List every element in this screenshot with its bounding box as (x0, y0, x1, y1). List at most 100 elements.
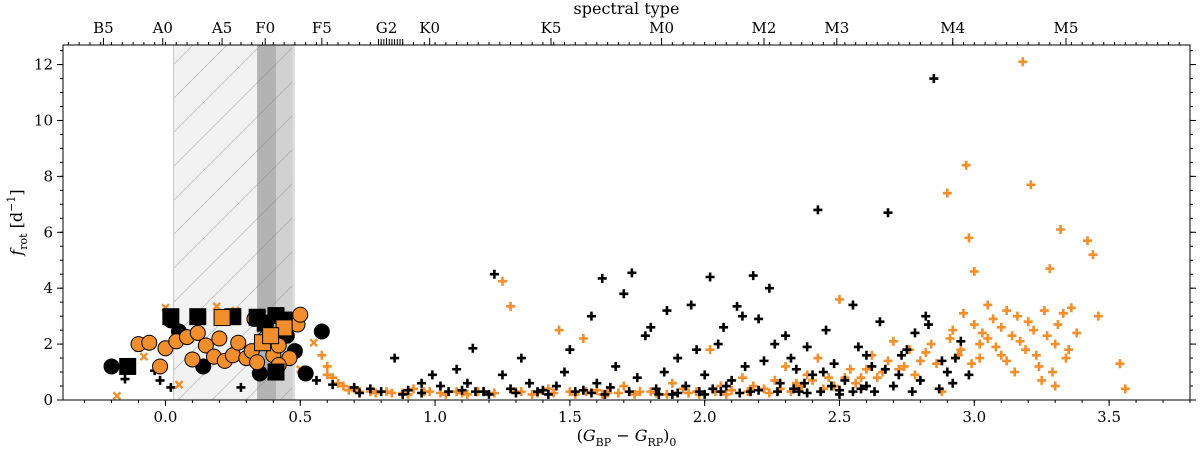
x-tick-label: 0.0 (154, 408, 178, 426)
black-plus-point (479, 387, 489, 397)
black-plus-point (708, 384, 718, 394)
black-plus-point (713, 339, 723, 349)
black-plus-point (403, 385, 413, 395)
orange-plus-point (1021, 345, 1031, 355)
orange-circles-point (141, 334, 158, 351)
black-plus-point (651, 384, 661, 394)
orange-plus-point (630, 389, 640, 399)
black-circles-point (297, 365, 314, 382)
black-plus-point (398, 389, 408, 399)
black-plus-point (120, 374, 130, 384)
orange-circles-point (189, 324, 206, 341)
black-plus-point (236, 382, 246, 392)
spectral-type-label: M2 (752, 19, 777, 37)
orange-plus-point (549, 388, 559, 398)
black-plus-point (802, 388, 812, 398)
y-tick-label: 4 (43, 279, 53, 297)
orange-plus-point (1010, 367, 1020, 377)
black-plus-point (950, 353, 960, 363)
orange-plus-point (497, 276, 507, 286)
orange-plus-point (1072, 328, 1082, 338)
orange-plus-point (527, 389, 537, 399)
black-plus-point (457, 385, 467, 395)
orange-plus-point (1050, 381, 1060, 391)
orange-squares-point (213, 309, 231, 327)
black-plus-point (880, 364, 890, 374)
orange-plus-point (791, 378, 801, 388)
black-plus-point (789, 384, 799, 394)
orange-plus-point (975, 339, 985, 349)
black-plus-point (355, 388, 365, 398)
black-plus-point (942, 367, 952, 377)
orange-plus-point (956, 345, 966, 355)
black-plus-point (611, 361, 621, 371)
orange-plus-point (996, 322, 1006, 332)
black-plus-point (166, 382, 176, 392)
black-plus-point (719, 322, 729, 332)
black-plus-point (592, 378, 602, 388)
orange-plus-point (737, 373, 747, 383)
orange-plus-point (489, 388, 499, 398)
black-plus-point (956, 336, 966, 346)
black-plus-point (417, 378, 427, 388)
black-plus-point (462, 378, 472, 388)
black-plus-point (692, 345, 702, 355)
black-plus-point (559, 367, 569, 377)
black-plus-point (605, 382, 615, 392)
black-plus-point (754, 385, 764, 395)
spectral-type-label: A0 (152, 19, 173, 37)
orange-plus-point (856, 373, 866, 383)
orange-plus-point (983, 334, 993, 344)
black-plus-point (452, 364, 462, 374)
black-plus-point (737, 311, 747, 321)
black-plus-point (772, 387, 782, 397)
orange-circles-point (197, 337, 214, 354)
black-plus-point (794, 387, 804, 397)
orange-plus-point (945, 334, 955, 344)
orange-plus-point (888, 336, 898, 346)
orange-plus-point (845, 364, 855, 374)
y-tick-label: 2 (43, 335, 53, 353)
black-plus-point (417, 388, 427, 398)
data-points (103, 57, 1130, 400)
black-plus-point (818, 367, 828, 377)
black-plus-point (721, 381, 731, 391)
orange-plus-point (1061, 353, 1071, 363)
black-plus-point (848, 387, 858, 397)
orange-plus-point (988, 314, 998, 324)
black-plus-point (821, 325, 831, 335)
orange-plus-point (899, 361, 909, 371)
black-plus-point (775, 378, 785, 388)
orange-plus-point (932, 359, 942, 369)
y-tick-label: 10 (34, 111, 53, 129)
spectral-type-label: B5 (93, 19, 114, 37)
black-plus-point (662, 306, 672, 316)
orange-plus-point (975, 353, 985, 363)
black-plus-point (311, 375, 321, 385)
orange-plus-point (1042, 331, 1052, 341)
black-plus-point (390, 353, 400, 363)
black-squares-point (119, 357, 137, 375)
black-circles-point (103, 358, 120, 375)
orange-plus-point (1120, 384, 1130, 394)
black-plus-point (921, 311, 931, 321)
spectral-type-label: A5 (211, 19, 232, 37)
orange-circles-point (249, 354, 266, 371)
orange-plus-point (967, 359, 977, 369)
orange-plus-point (883, 356, 893, 366)
black-plus-point (902, 345, 912, 355)
orange-plus-point (851, 378, 861, 388)
black-plus-point (727, 375, 737, 385)
orange-plus-point (1023, 317, 1033, 327)
orange-circles-point (184, 351, 201, 368)
black-plus-point (624, 387, 634, 397)
black-plus-point (834, 385, 844, 395)
orange-plus-point (1115, 359, 1125, 369)
plot-frame (62, 44, 1191, 401)
black-squares-point (189, 308, 207, 326)
black-plus-point (705, 272, 715, 282)
black-plus-point (349, 382, 359, 392)
black-plus-point (910, 328, 920, 338)
orange-plus-point (635, 387, 645, 397)
orange-squares-point (262, 327, 280, 345)
